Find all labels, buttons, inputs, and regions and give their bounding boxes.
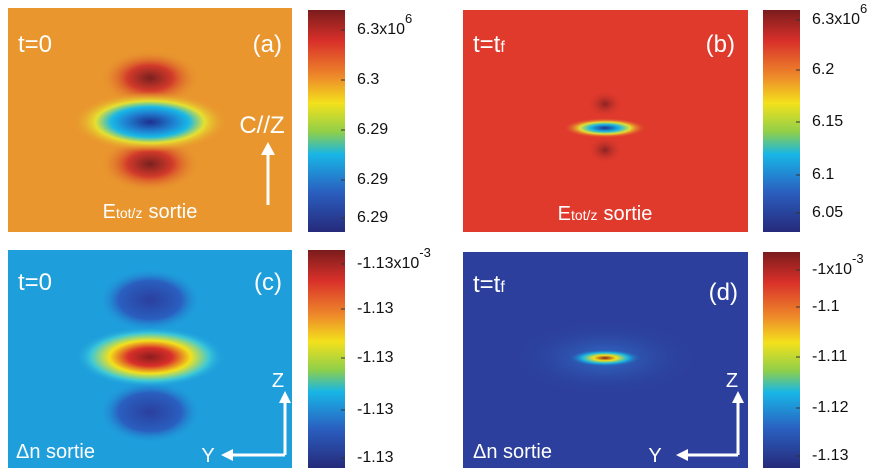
tick-label: -1.13 <box>357 449 394 466</box>
tick-text: 6.3 <box>357 71 379 88</box>
axes-arrows <box>685 400 740 457</box>
time: t=t <box>473 31 501 58</box>
tick-label: -1.11 <box>812 348 847 365</box>
time: t=0 <box>18 31 52 58</box>
tick-text: -1.13x10 <box>357 255 419 272</box>
caption-main: E <box>558 203 571 225</box>
tick-label: -1.1 <box>812 298 840 315</box>
tick-label: 6.3x106 <box>812 1 867 28</box>
annotation: C//Z <box>239 112 284 139</box>
colorbar <box>308 10 345 232</box>
tick-text: -1.1 <box>812 298 840 315</box>
tick-label: -1.13x10-3 <box>357 245 431 272</box>
tick-text: -1.13 <box>357 449 394 466</box>
tick-text: -1.12 <box>812 399 849 416</box>
axis-vertical: Z <box>272 370 284 392</box>
time-label: t=0 <box>18 269 52 296</box>
lobe <box>100 50 200 106</box>
tick-label: 6.29 <box>357 121 388 138</box>
tick-text: -1.13 <box>357 401 394 418</box>
tick-text: 6.1 <box>812 166 834 183</box>
colorbar <box>308 250 345 468</box>
caption: Etot/z sortie <box>103 201 198 223</box>
panel-letter: (d) <box>709 279 738 306</box>
time: t=0 <box>18 269 52 296</box>
tick-label: -1.13 <box>357 401 394 418</box>
colorbar-ticks: 6.3x1066.36.296.296.296.3x1066.26.156.16… <box>341 1 867 466</box>
tick-label: 6.3x106 <box>357 11 412 38</box>
panel-d: t=tf (d) Δn sortie Z Y <box>463 252 800 468</box>
tick-label: 6.3 <box>357 71 379 88</box>
lobe <box>98 268 202 332</box>
tick-text: -1x10 <box>812 261 852 278</box>
tick-label: -1.13 <box>357 300 394 317</box>
time: t=t <box>473 271 501 298</box>
panel-letter: (b) <box>706 31 735 58</box>
core <box>76 327 224 387</box>
caption-main: E <box>103 201 116 223</box>
tick-exponent: 6 <box>405 11 412 26</box>
time-label: t=tf <box>473 31 505 58</box>
tick-exponent: 6 <box>860 1 867 16</box>
time-sub: f <box>500 279 505 296</box>
caption-main: Δn sortie <box>473 441 552 463</box>
lobe <box>587 136 623 164</box>
tick-label: -1.13 <box>812 447 849 464</box>
lobe <box>587 90 623 118</box>
tick-label: -1x10-3 <box>812 251 864 278</box>
tick-text: 6.3x10 <box>357 21 405 38</box>
tick-text: -1.13 <box>357 349 394 366</box>
tick-label: 6.15 <box>812 113 843 130</box>
caption: Δn sortie <box>473 441 552 463</box>
caption: Δn sortie <box>16 441 95 463</box>
tick-label: 6.29 <box>357 209 388 226</box>
time-sub: f <box>500 39 505 56</box>
tick-text: -1.11 <box>812 348 847 365</box>
core <box>567 349 643 367</box>
lobe <box>98 380 202 444</box>
tick-text: 6.15 <box>812 113 843 130</box>
tick-label: 6.2 <box>812 61 834 78</box>
tick-text: 6.05 <box>812 204 843 221</box>
tick-label: -1.12 <box>812 399 849 416</box>
tick-label: 6.1 <box>812 166 834 183</box>
tick-label: -1.13 <box>357 349 394 366</box>
time-label: t=tf <box>473 271 505 298</box>
tick-label: 6.29 <box>357 171 388 188</box>
arrow-heads <box>676 391 744 461</box>
panel-b: t=tf (b) Etot/z sortie <box>463 10 800 232</box>
tick-exponent: -3 <box>852 251 864 266</box>
caption-sub: tot/z <box>571 207 597 223</box>
colorbar <box>763 10 800 232</box>
axis-vertical: Z <box>726 370 738 392</box>
time-label: t=0 <box>18 31 52 58</box>
core <box>72 92 228 152</box>
panel-letter: (c) <box>254 269 282 296</box>
tick-exponent: -3 <box>419 245 431 260</box>
caption-rest: sortie <box>603 203 652 225</box>
panel-c: t=0 (c) Δn sortie Z Y <box>8 250 345 468</box>
caption-sub: tot/z <box>116 205 142 221</box>
tick-text: 6.29 <box>357 171 388 188</box>
tick-text: -1.13 <box>357 300 394 317</box>
caption-rest: sortie <box>148 201 197 223</box>
tick-text: 6.3x10 <box>812 11 860 28</box>
arrow-head <box>261 142 275 155</box>
tick-text: 6.2 <box>812 61 834 78</box>
panel-a: t=0 (a) C//Z Etot/z sortie <box>8 8 345 232</box>
tick-text: -1.13 <box>812 447 849 464</box>
colorbar <box>763 252 800 468</box>
axis-horizontal: Y <box>201 445 214 467</box>
panel-letter: (a) <box>253 31 282 58</box>
tick-label: 6.05 <box>812 204 843 221</box>
axes-arrows <box>230 400 287 457</box>
caption-main: Δn sortie <box>16 441 95 463</box>
core <box>563 118 647 138</box>
caption: Etot/z sortie <box>558 203 653 225</box>
axis-horizontal: Y <box>648 445 661 467</box>
tick-text: 6.29 <box>357 121 388 138</box>
arrow-heads <box>221 391 291 461</box>
tick-text: 6.29 <box>357 209 388 226</box>
